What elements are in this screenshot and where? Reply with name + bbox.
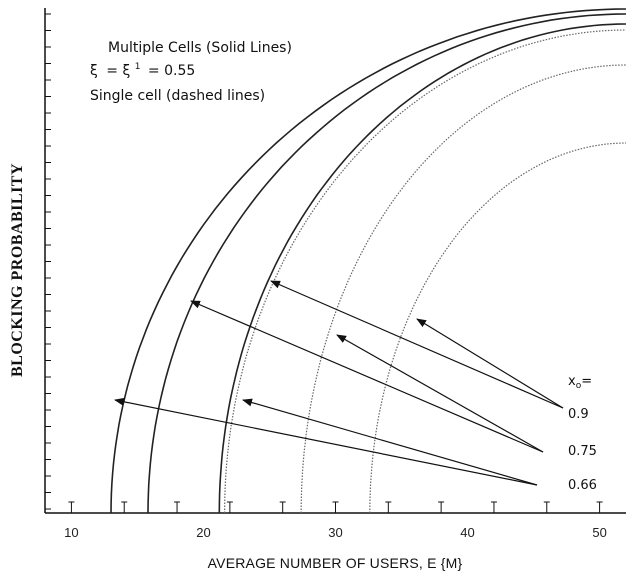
curve-solid-0-66 (110, 8, 627, 514)
arrow-0-66-dashed (242, 398, 538, 486)
y-axis-label: BLOCKING PROBABILITY (9, 163, 26, 377)
x-tick-label-10: 10 (64, 525, 78, 540)
y-axis-ticks (45, 13, 51, 510)
xo-label: xo= (568, 374, 592, 391)
x-tick-label-40: 40 (460, 525, 474, 540)
arrow-0-9-solid (270, 280, 564, 409)
curve-dashed-0-66 (224, 29, 627, 514)
legend-line-2: ξ = ξ 1 = 0.55 (90, 57, 195, 79)
series-curves (110, 8, 627, 514)
legend-line-3: Single cell (dashed lines) (90, 88, 265, 104)
curve-solid-0-75 (147, 13, 627, 514)
x-tick-label-50: 50 (592, 525, 606, 540)
arrow-label-0-66: 0.66 (568, 478, 597, 493)
xi-value: = 0.55 (148, 63, 195, 79)
arrow-0-75-solid (190, 300, 544, 453)
legend-line-1: Multiple Cells (Solid Lines) (108, 40, 292, 56)
curve-dashed-0-9 (369, 142, 627, 514)
x-axis-tick-labels: 10 20 30 40 50 (64, 525, 607, 540)
arrow-0-66-solid (114, 397, 538, 486)
arrow-label-0-75: 0.75 (568, 444, 597, 459)
arrow-0-9-dashed (416, 318, 564, 409)
arrow-label-0-9: 0.9 (568, 407, 589, 422)
xi-prime-symbol: ξ (122, 63, 130, 79)
annotation-arrows (114, 280, 564, 486)
arrow-0-75-dashed (336, 334, 544, 453)
xi-superscript: 1 (135, 62, 141, 72)
x-axis-ticks (68, 501, 603, 513)
curve-solid-0-9 (218, 23, 627, 514)
x-tick-label-20: 20 (196, 525, 210, 540)
x-tick-label-30: 30 (328, 525, 342, 540)
curve-dashed-0-75 (300, 64, 627, 513)
x-axis-label: AVERAGE NUMBER OF USERS, E {M} (208, 555, 463, 571)
xi-symbol: ξ (90, 63, 98, 79)
arrow-labels: 0.9 0.75 0.66 (568, 407, 597, 493)
